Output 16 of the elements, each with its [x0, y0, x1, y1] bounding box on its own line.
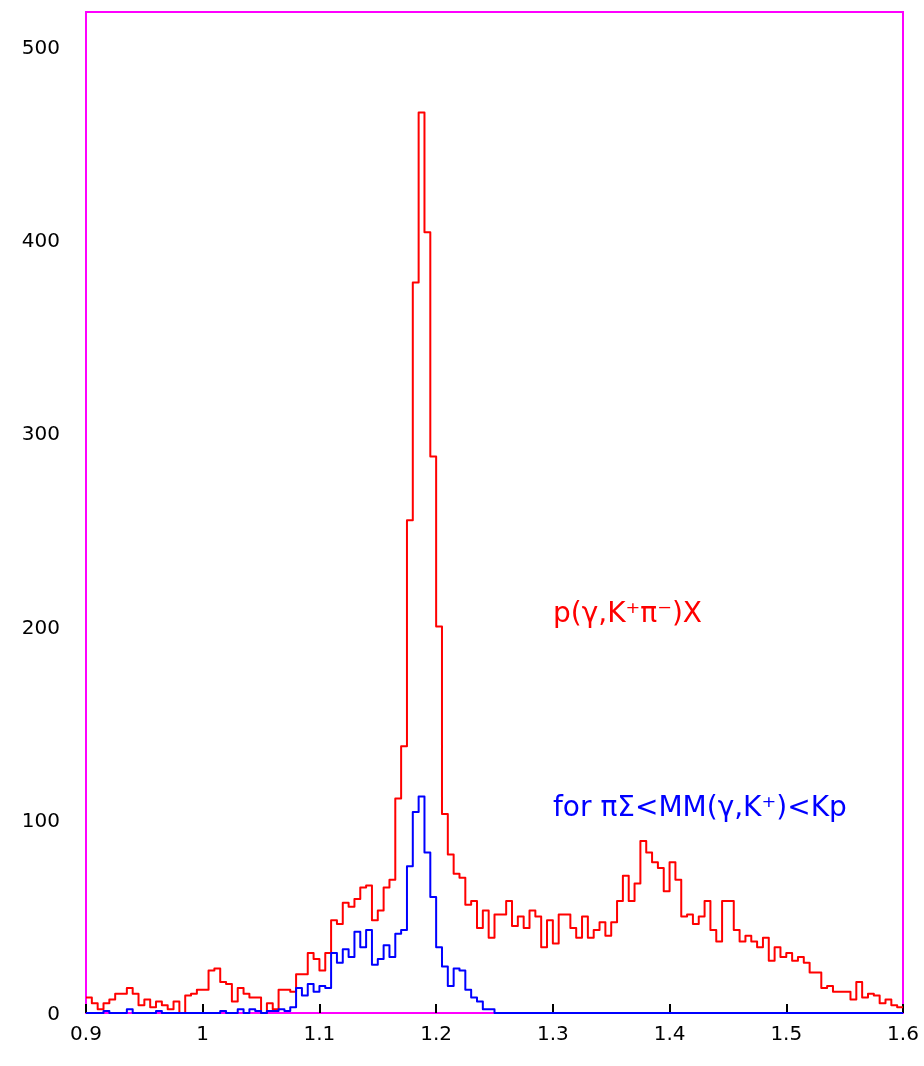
x-tick-label: 0.9: [70, 1021, 102, 1045]
y-tick-label: 400: [21, 228, 60, 253]
x-tick-label: 1.5: [770, 1021, 803, 1045]
y-tick-label: 0: [47, 1001, 60, 1025]
text: p(γ,K⁺π⁻)X: [553, 595, 703, 629]
x-tick-label: 1.6: [887, 1021, 919, 1045]
x-tick-label: 1.4: [653, 1021, 686, 1045]
x-tick-label: 1.1: [303, 1021, 336, 1045]
x-tick-label: 1.3: [536, 1021, 569, 1045]
x-tick-label: 1.2: [420, 1021, 453, 1045]
text: for πΣ<MM(γ,K⁺)<Kp: [553, 789, 847, 823]
y-tick-label: 300: [21, 421, 60, 446]
y-tick-label: 200: [21, 614, 60, 639]
x-tick-label: 1: [196, 1021, 210, 1045]
y-tick-label: 500: [21, 34, 60, 59]
y-tick-label: 100: [21, 807, 60, 832]
